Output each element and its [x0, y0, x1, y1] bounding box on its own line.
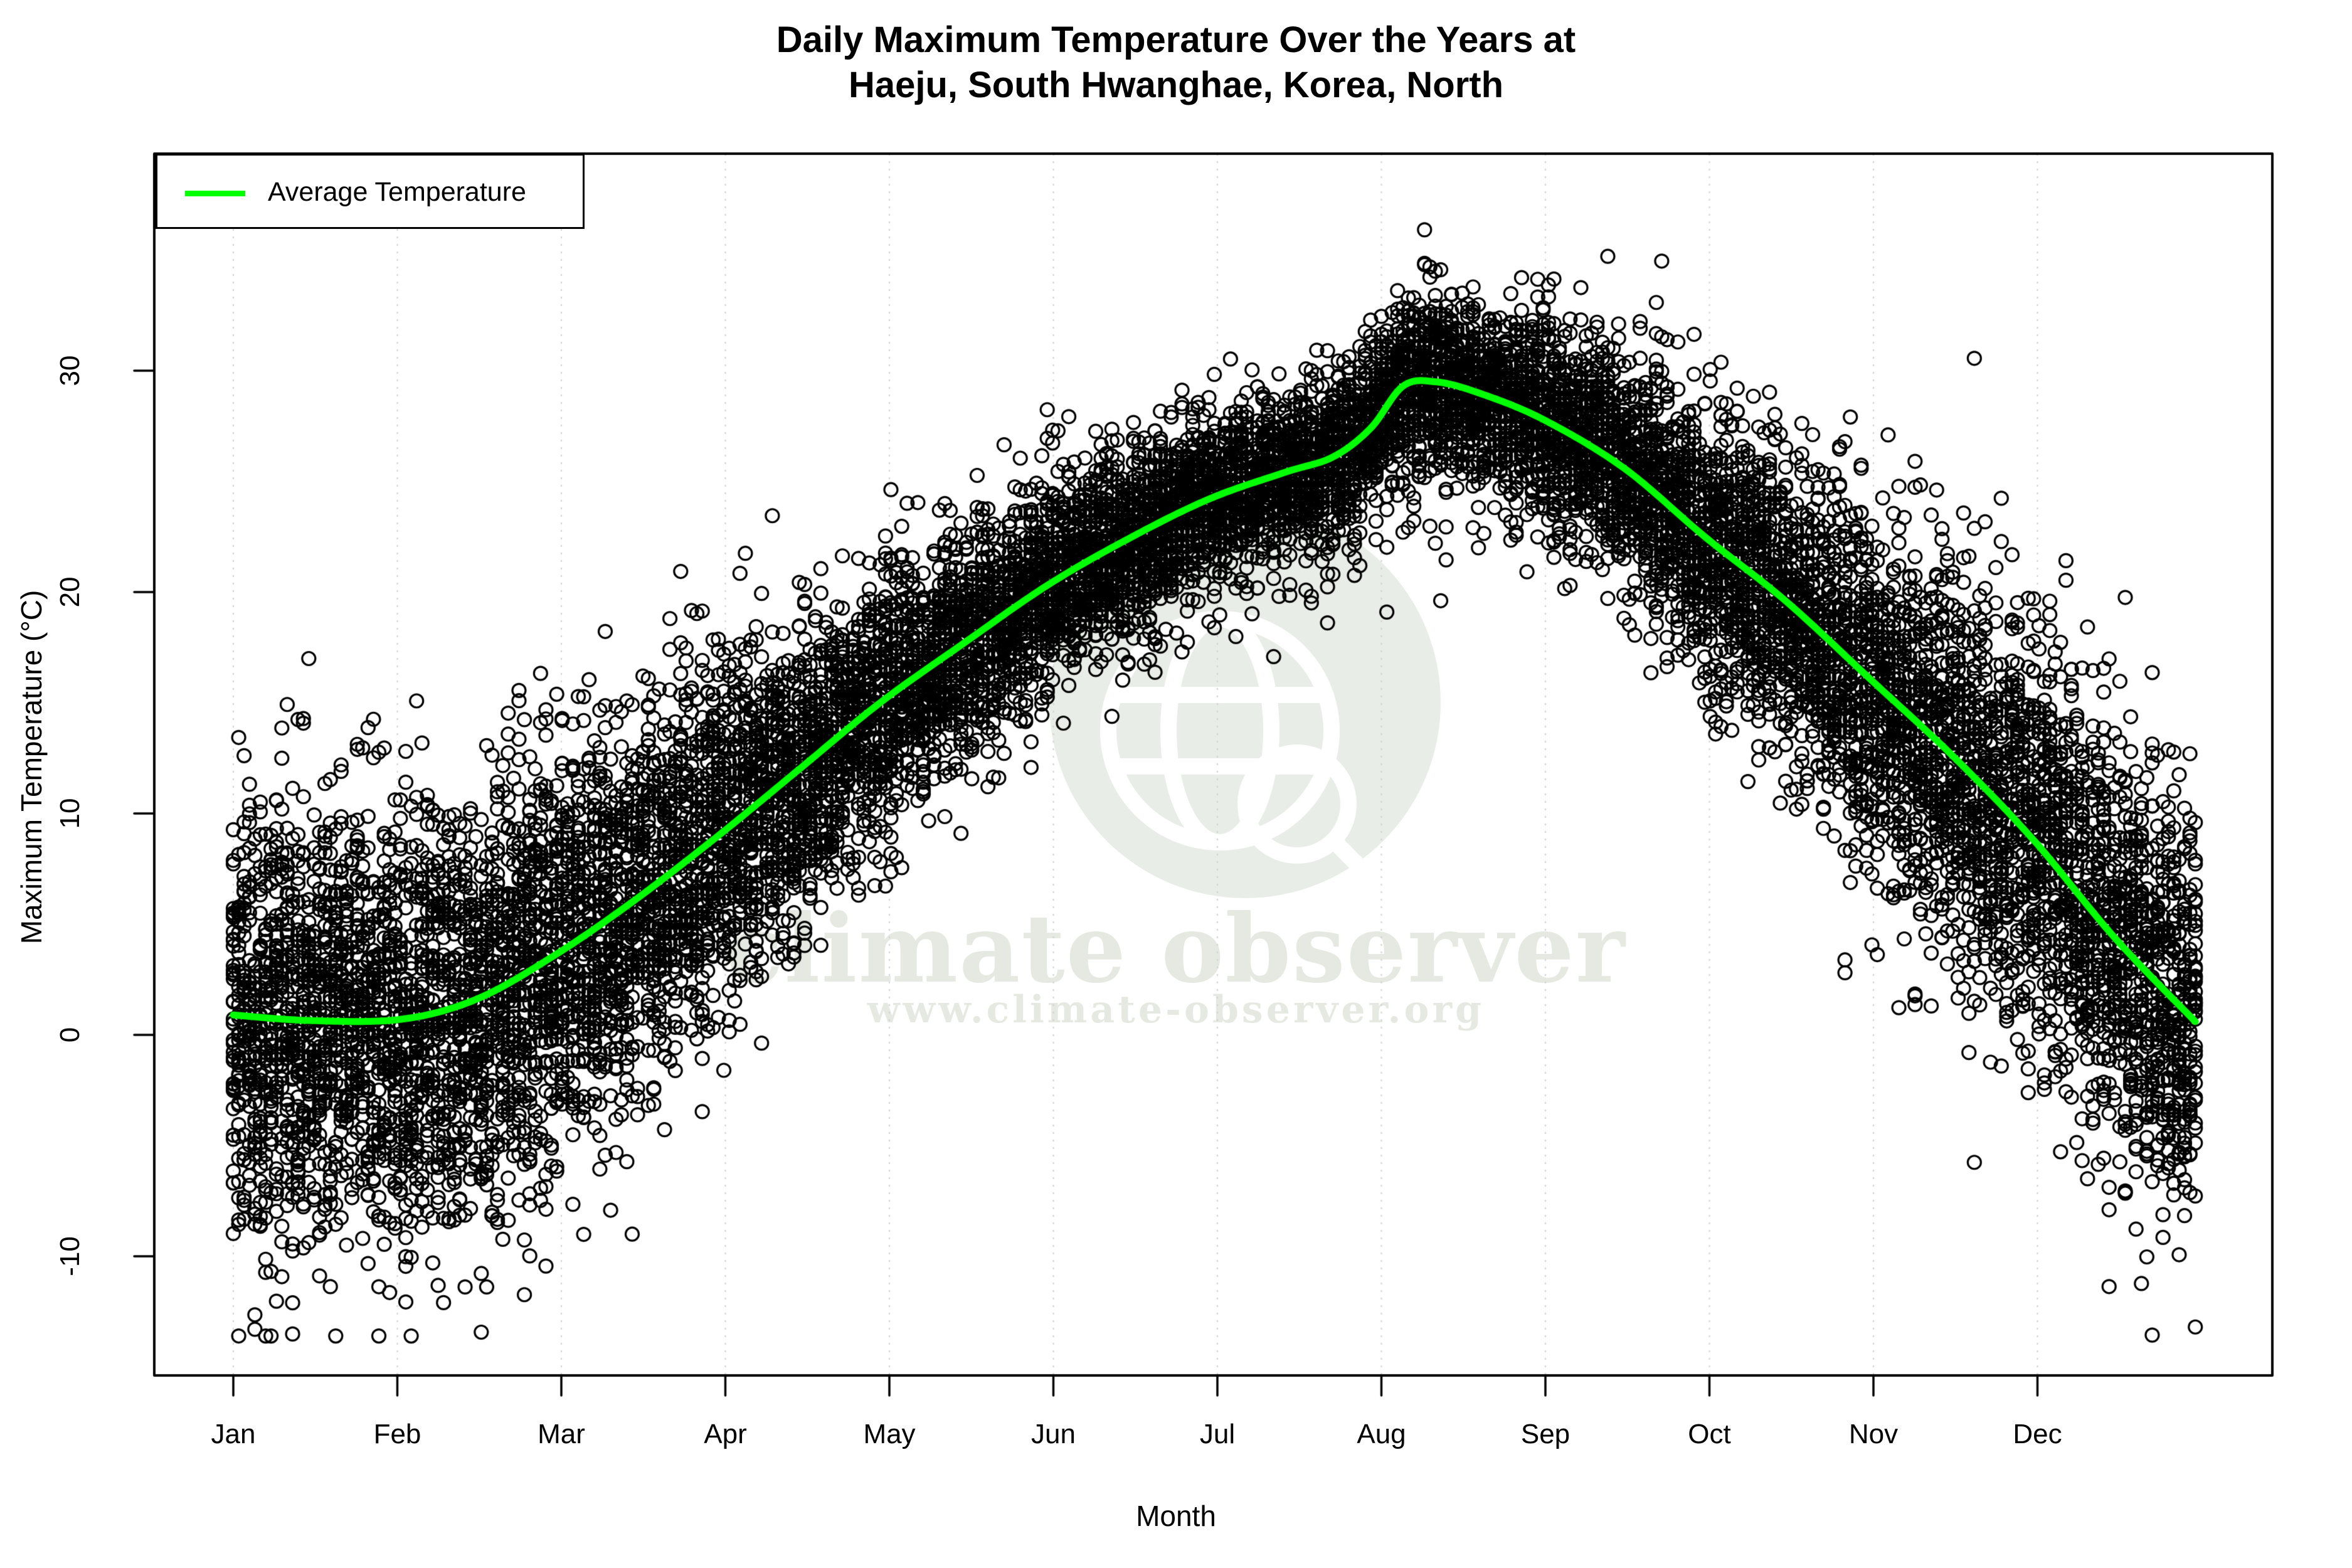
chart-title: Daily Maximum Temperature Over the Years…	[0, 18, 2352, 108]
y-tick-label-0: 0	[55, 1027, 85, 1043]
x-tick-label-oct: Oct	[1688, 1419, 1731, 1449]
x-tick-label-aug: Aug	[1357, 1419, 1406, 1449]
x-tick-label-mar: Mar	[538, 1419, 585, 1449]
x-axis-title: Month	[1136, 1500, 1216, 1532]
y-tick-label-20: 20	[55, 576, 85, 608]
x-tick-label-jul: Jul	[1199, 1419, 1236, 1449]
y-tick-label--10: -10	[55, 1236, 85, 1276]
x-tick-label-may: May	[863, 1419, 916, 1449]
legend-line-sample	[185, 191, 245, 196]
x-tick-label-jun: Jun	[1031, 1419, 1076, 1449]
y-tick-label-10: 10	[55, 798, 85, 829]
x-tick-label-apr: Apr	[704, 1419, 747, 1449]
x-tick-label-jan: Jan	[211, 1419, 256, 1449]
x-tick-label-sep: Sep	[1520, 1419, 1571, 1449]
y-axis-title: Maximum Temperature (°C)	[15, 590, 48, 945]
legend: Average Temperature	[156, 154, 585, 229]
x-tick-label-feb: Feb	[373, 1419, 421, 1449]
x-tick-label-nov: Nov	[1848, 1419, 1899, 1449]
legend-label: Average Temperature	[268, 177, 526, 207]
chart-title-line1: Daily Maximum Temperature Over the Years…	[776, 19, 1576, 60]
x-tick-label-dec: Dec	[2013, 1419, 2062, 1449]
y-tick-label-30: 30	[55, 355, 85, 386]
chart-title-line2: Haeju, South Hwanghae, Korea, North	[848, 65, 1504, 105]
